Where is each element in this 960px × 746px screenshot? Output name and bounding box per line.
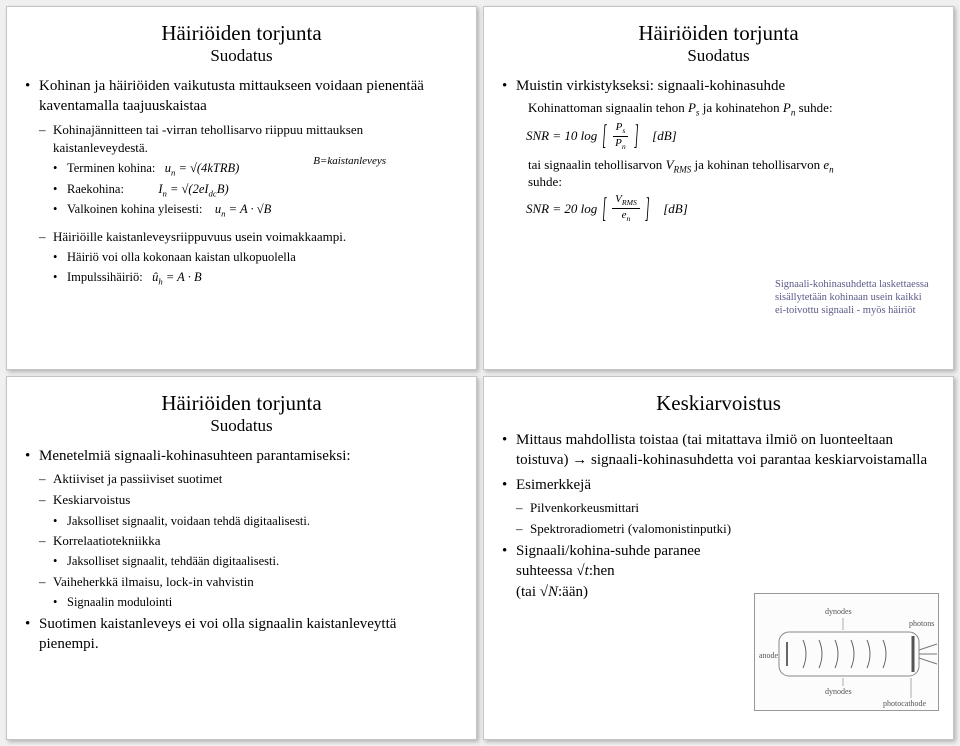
content-list: Muistin virkistykseksi: signaali-kohinas… xyxy=(502,76,935,96)
bullet-2: Kohinajännitteen tai -virran tehollisarv… xyxy=(39,121,458,157)
fraction: VRMS en xyxy=(612,194,640,223)
label: Valkoinen kohina yleisesti: xyxy=(67,202,202,216)
bullet-3d: Häiriö voi olla kokonaan kaistan ulkopuo… xyxy=(53,249,458,267)
bullet-1: Kohinan ja häiriöiden vaikutusta mittauk… xyxy=(25,76,458,117)
bullet-3c: Signaalin modulointi xyxy=(53,594,458,612)
label: Raekohina: xyxy=(67,182,124,196)
note-bandwidth: B=kaistanleveys xyxy=(313,155,386,167)
label: Impulssihäiriö: xyxy=(67,270,143,284)
pmt-diagram: anode dynodes dynodes photons photocatho… xyxy=(754,593,939,711)
bullet-2c: Korrelaatiotekniikka xyxy=(39,532,458,550)
label-dynodes-bot: dynodes xyxy=(825,687,852,696)
slide-title: Häiriöiden torjunta xyxy=(25,21,458,46)
slide-subtitle: Suodatus xyxy=(25,416,458,436)
bullet-3-shot: Raekohina: In = √(2eIdcB) xyxy=(53,181,458,200)
bracket-left: [ xyxy=(603,129,607,143)
label: Terminen kohina: xyxy=(67,161,155,175)
content-list: Mittaus mahdollista toistaa (tai mitatta… xyxy=(502,430,935,602)
bracket-left: [ xyxy=(603,202,607,216)
fraction: Ps Pn xyxy=(612,122,629,151)
sidebox-note: Signaali-kohinasuhdetta laskettaessa sis… xyxy=(775,278,935,317)
formula-shot: In = √(2eIdcB) xyxy=(158,181,228,200)
bullet-2b: Spektroradiometri (valomonistinputki) xyxy=(516,520,935,538)
slide-2: Häiriöiden torjunta Suodatus Muistin vir… xyxy=(483,6,954,370)
slide-subtitle: Suodatus xyxy=(25,46,458,66)
bullet-3: Signaali/kohina-suhde paranee suhteessa … xyxy=(502,541,742,602)
label-photons: photons xyxy=(909,619,934,628)
label-photocathode: photocathode xyxy=(883,699,927,708)
formula-thermal: un = √(4kTRB) xyxy=(165,160,240,179)
slide-title: Häiriöiden torjunta xyxy=(502,21,935,46)
bullet-3e: Impulssihäiriö: ûh = A · B xyxy=(53,269,458,288)
bullet-3-thermal: Terminen kohina: un = √(4kTRB) xyxy=(53,160,458,179)
bullet-3b: Jaksolliset signaalit, tehdään digitaali… xyxy=(53,553,458,571)
label-dynodes-top: dynodes xyxy=(825,607,852,616)
formula-white: un = A · √B xyxy=(215,201,271,220)
formula-impulse: ûh = A · B xyxy=(152,269,202,288)
slide-3: Häiriöiden torjunta Suodatus Menetelmiä … xyxy=(6,376,477,740)
bullet-2a: Aktiiviset ja passiiviset suotimet xyxy=(39,470,458,488)
bracket-right: ] xyxy=(645,202,649,216)
bullet-2: Esimerkkejä xyxy=(502,475,935,495)
bullet-1: Mittaus mahdollista toistaa (tai mitatta… xyxy=(502,430,935,471)
bullet-1: Menetelmiä signaali-kohinasuhteen parant… xyxy=(25,446,458,466)
slide-1: Häiriöiden torjunta Suodatus Kohinan ja … xyxy=(6,6,477,370)
content-list: Menetelmiä signaali-kohinasuhteen parant… xyxy=(25,446,458,654)
bullet-3-white: Valkoinen kohina yleisesti: un = A · √B xyxy=(53,201,458,220)
slide-title: Keskiarvoistus xyxy=(502,391,935,416)
content-list: Kohinan ja häiriöiden vaikutusta mittauk… xyxy=(25,76,458,288)
bullet-1b: Suotimen kaistanleveys ei voi olla signa… xyxy=(25,614,458,655)
bullet-3a: Jaksolliset signaalit, voidaan tehdä dig… xyxy=(53,513,458,531)
formula-snr-power: SNR = 10 log [ Ps Pn ] [dB] xyxy=(526,122,935,151)
bullet-2b: Keskiarvoistus xyxy=(39,491,458,509)
slide-subtitle: Suodatus xyxy=(502,46,935,66)
slide-4: Keskiarvoistus Mittaus mahdollista toist… xyxy=(483,376,954,740)
bullet-2a: Pilvenkorkeusmittari xyxy=(516,499,935,517)
label-anode: anode xyxy=(759,651,779,660)
bullet-2d: Vaiheherkkä ilmaisu, lock-in vahvistin xyxy=(39,573,458,591)
slide-title: Häiriöiden torjunta xyxy=(25,391,458,416)
bullet-2b: Häiriöille kaistanleveysriippuvuus usein… xyxy=(39,228,458,246)
line-rms: tai signaalin tehollisarvon VRMS ja kohi… xyxy=(528,157,935,191)
bullet-1: Muistin virkistykseksi: signaali-kohinas… xyxy=(502,76,935,96)
bracket-right: ] xyxy=(634,129,638,143)
line-power: Kohinattoman signaalin tehon Ps ja kohin… xyxy=(528,100,935,118)
formula-snr-rms: SNR = 20 log [ VRMS en ] [dB] xyxy=(526,194,935,223)
